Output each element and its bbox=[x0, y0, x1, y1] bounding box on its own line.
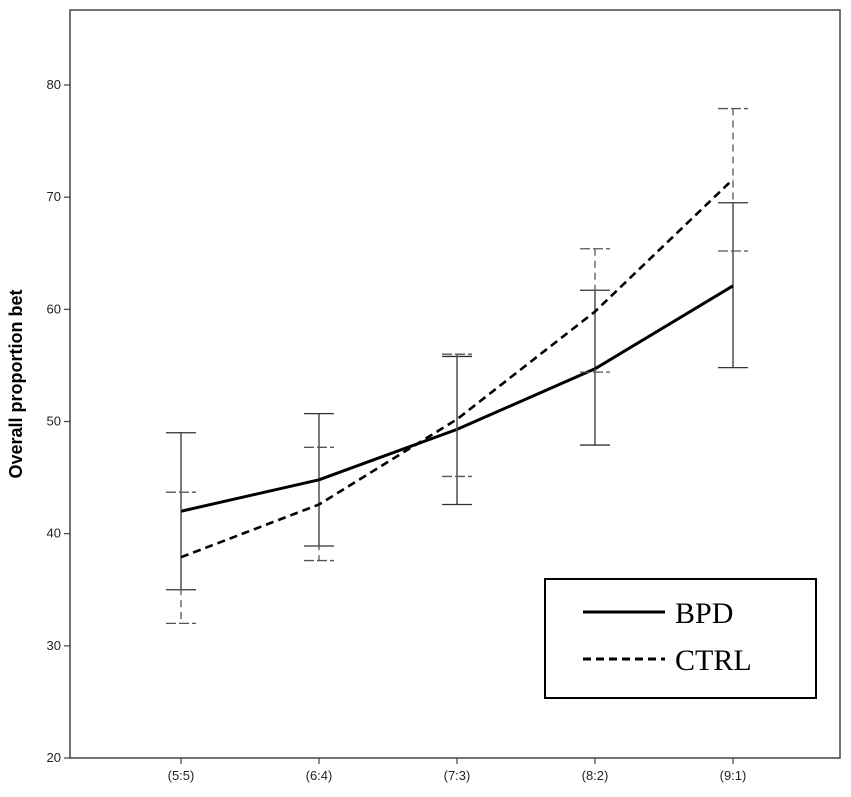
x-tick-label: (6:4) bbox=[306, 768, 333, 783]
y-tick-label: 80 bbox=[47, 77, 61, 92]
legend-label-bpd: BPD bbox=[675, 597, 733, 630]
series-ctrl bbox=[166, 107, 748, 625]
y-tick-label: 50 bbox=[47, 414, 61, 429]
y-axis: 20 30 40 50 60 70 80 bbox=[47, 77, 70, 765]
legend: BPD CTRL bbox=[544, 578, 817, 699]
legend-label-ctrl: CTRL bbox=[675, 644, 752, 677]
y-tick-label: 40 bbox=[47, 526, 61, 541]
x-tick-label: (8:2) bbox=[582, 768, 609, 783]
legend-box bbox=[544, 578, 817, 699]
series-line-ctrl bbox=[180, 178, 734, 559]
series-layer bbox=[166, 107, 748, 625]
x-tick-label: (9:1) bbox=[720, 768, 747, 783]
y-tick-label: 30 bbox=[47, 638, 61, 653]
y-tick-label: 60 bbox=[47, 301, 61, 316]
x-axis: (5:5) (6:4) (7:3) (8:2) (9:1) bbox=[168, 758, 747, 783]
y-tick-label: 70 bbox=[47, 189, 61, 204]
y-axis-label: Overall proportion bet bbox=[6, 289, 26, 478]
x-tick-label: (5:5) bbox=[168, 768, 195, 783]
y-tick-label: 20 bbox=[47, 750, 61, 765]
x-tick-label: (7:3) bbox=[444, 768, 471, 783]
